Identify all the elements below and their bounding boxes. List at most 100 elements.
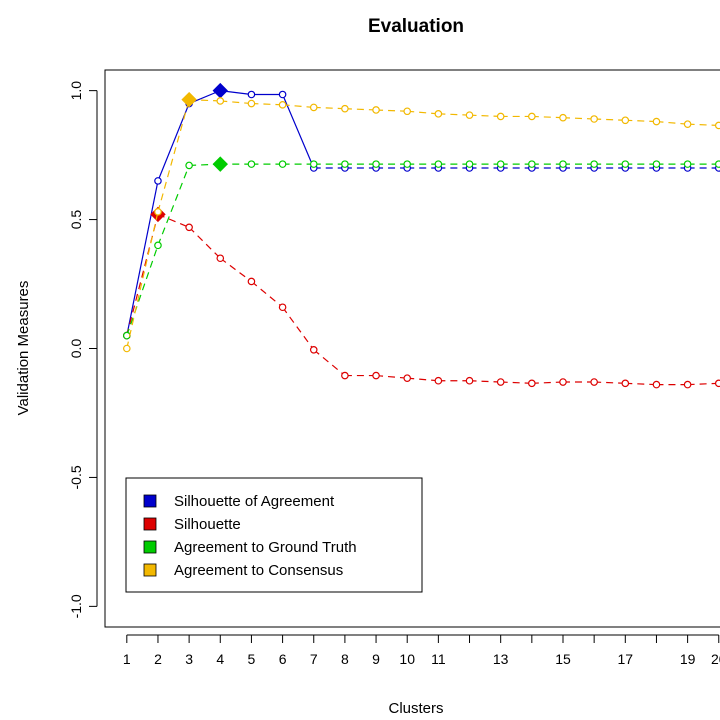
data-point	[341, 160, 349, 168]
series-line-segment	[126, 180, 159, 336]
data-point	[528, 379, 536, 388]
data-point	[683, 380, 692, 389]
series-line-segment	[344, 108, 377, 111]
data-point	[247, 160, 256, 168]
series-line-segment	[469, 114, 501, 118]
x-tick-label: 13	[493, 651, 509, 667]
legend-swatch	[143, 563, 157, 577]
y-axis-label: Validation Measures	[15, 281, 32, 416]
series-line-segment	[157, 165, 190, 246]
data-point	[559, 160, 567, 168]
series-line-segment	[126, 245, 159, 336]
y-tick-label: -1.0	[68, 594, 84, 618]
series-line-segment	[157, 99, 190, 212]
data-point	[123, 344, 131, 353]
series-line-segment	[625, 119, 657, 123]
data-point	[247, 277, 256, 286]
data-point	[714, 379, 720, 388]
series-line-segment	[313, 106, 345, 110]
data-point	[683, 120, 692, 128]
series-line-segment	[126, 214, 159, 336]
x-tick-label: 19	[680, 651, 696, 667]
legend-entry: Silhouette	[174, 516, 241, 533]
data-point	[309, 160, 318, 168]
legend-box	[125, 477, 423, 593]
data-point	[714, 121, 720, 130]
series-line-segment	[656, 120, 688, 125]
data-point	[621, 379, 630, 388]
data-point	[590, 378, 598, 386]
data-point	[216, 254, 225, 263]
series-line-segment	[376, 109, 408, 112]
best-point-marker	[212, 156, 228, 172]
data-point	[434, 110, 443, 118]
series-2	[123, 156, 720, 340]
chart-title: Evaluation	[368, 16, 464, 37]
legend: Silhouette of Agreement Silhouette Agreeme…	[125, 477, 423, 593]
data-point	[496, 160, 505, 168]
series-line-segment	[220, 100, 252, 105]
x-axis-label: Clusters	[388, 700, 443, 717]
data-point	[590, 160, 598, 168]
data-point	[465, 111, 474, 119]
series-line-segment	[469, 380, 501, 383]
x-tick-label: 20	[711, 651, 720, 667]
data-point	[652, 160, 661, 168]
series-line-segment	[282, 306, 315, 351]
series-line-segment	[251, 280, 283, 308]
series-line-segment	[251, 102, 283, 106]
series-line-segment	[407, 377, 439, 382]
data-point	[278, 101, 287, 109]
plot-frame	[104, 69, 720, 628]
data-point	[341, 104, 349, 113]
legend-entry: Agreement to Ground Truth	[174, 539, 357, 556]
data-point	[465, 160, 474, 168]
legend-entry: Silhouette of Agreement	[174, 493, 335, 510]
data-point	[652, 117, 661, 126]
x-tick-label: 5	[248, 651, 256, 667]
x-axis: 1 2 3 4 5 6 7 8 9 10 11 13 15 17 19 20	[123, 634, 720, 667]
data-point	[341, 371, 349, 380]
data-point	[496, 112, 505, 121]
y-tick-label: 1.0	[68, 81, 84, 101]
data-point	[403, 374, 412, 382]
series-line-segment	[219, 257, 252, 282]
x-tick-label: 15	[555, 651, 571, 667]
series-line-segment	[594, 118, 626, 121]
data-point	[154, 208, 162, 216]
series-line-segment	[594, 381, 626, 384]
data-point	[278, 303, 287, 312]
data-point	[216, 97, 225, 105]
data-point	[652, 380, 661, 389]
series-1	[123, 206, 720, 389]
data-point	[683, 160, 692, 168]
x-tick-label: 8	[341, 651, 349, 667]
data-point	[559, 378, 567, 386]
data-point	[278, 90, 287, 99]
best-point-marker	[212, 82, 228, 99]
x-tick-label: 9	[372, 651, 380, 667]
series-line-segment	[687, 123, 719, 127]
data-point	[403, 107, 412, 116]
data-point	[154, 241, 162, 250]
data-point	[185, 161, 193, 170]
data-point	[372, 106, 380, 114]
data-point	[528, 160, 536, 168]
x-tick-label: 7	[310, 651, 318, 667]
y-tick-label: -0.5	[68, 465, 84, 489]
legend-swatch	[143, 494, 157, 508]
series-line-segment	[625, 382, 657, 386]
data-point	[434, 376, 443, 385]
series-line-segment	[313, 349, 346, 377]
data-point	[309, 103, 318, 112]
data-point	[714, 160, 720, 168]
series-line-segment	[126, 211, 159, 349]
data-point	[247, 90, 256, 99]
data-point	[528, 112, 536, 121]
data-point	[247, 99, 256, 108]
legend-swatch	[143, 517, 157, 531]
data-point	[309, 345, 318, 354]
series-layer	[123, 82, 720, 389]
series-line-segment	[687, 382, 719, 386]
